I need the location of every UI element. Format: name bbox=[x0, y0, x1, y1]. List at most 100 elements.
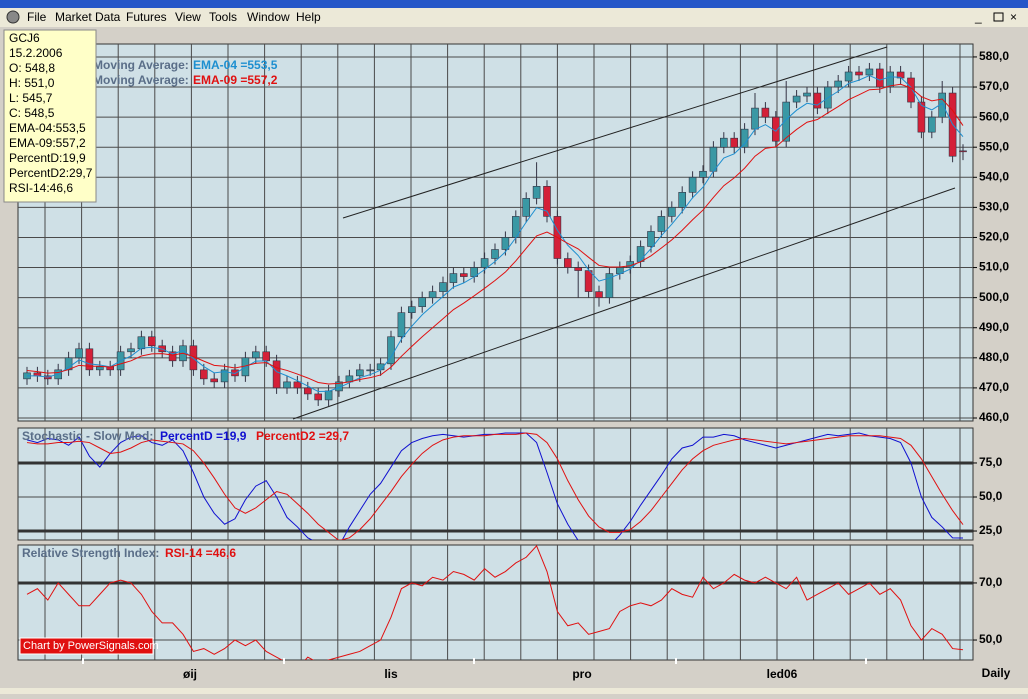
candle-body bbox=[501, 237, 510, 250]
y-tick-label: 460,0 bbox=[979, 410, 1009, 424]
legend-label: Moving Average: bbox=[93, 73, 189, 87]
axes: 460,0 470,0 480,0 490,0 500,0 510,0 520,0 530,0… bbox=[82, 49, 1011, 681]
series-line bbox=[26, 83, 964, 385]
info-line: O: 548,8 bbox=[9, 61, 55, 75]
candle-body bbox=[751, 107, 759, 130]
y-tick-label: 570,0 bbox=[979, 79, 1009, 93]
candle-body bbox=[678, 192, 687, 208]
y-tick-label: 75,0 bbox=[979, 455, 1003, 469]
candle-body bbox=[85, 348, 94, 371]
candle-body bbox=[875, 68, 884, 88]
credit-text[interactable]: Chart by PowerSignals.com bbox=[23, 640, 159, 652]
menu-item[interactable]: Window bbox=[247, 10, 290, 24]
candle-body bbox=[740, 128, 749, 148]
candle-body bbox=[397, 312, 406, 338]
candle-body bbox=[491, 249, 499, 259]
candle-body bbox=[407, 306, 416, 313]
candle-body bbox=[532, 186, 541, 199]
menu-item[interactable]: Help bbox=[296, 10, 321, 24]
menu-background bbox=[0, 8, 1028, 27]
menu-item[interactable]: Market Data bbox=[55, 10, 121, 24]
menu-item[interactable]: File bbox=[27, 10, 47, 24]
y-tick-label: 530,0 bbox=[979, 200, 1009, 214]
y-tick-label: 520,0 bbox=[979, 230, 1009, 244]
candle-body bbox=[855, 71, 863, 76]
candle-body bbox=[636, 246, 645, 262]
candle-body bbox=[886, 71, 895, 88]
candle-body bbox=[96, 366, 104, 371]
x-tick-label: lis bbox=[384, 667, 398, 681]
candle-body bbox=[75, 348, 83, 359]
candle-body bbox=[314, 393, 323, 401]
candle-body bbox=[719, 137, 728, 148]
candle-body bbox=[584, 270, 593, 292]
status-strip bbox=[0, 688, 1028, 694]
candle-body bbox=[761, 107, 770, 118]
info-line: PercentD:19,9 bbox=[9, 151, 86, 165]
x-tick-label: øij bbox=[183, 667, 197, 681]
y-tick-label: 70,0 bbox=[979, 575, 1003, 589]
panels: Moving Average: EMA-04 =553,5 Moving Avera… bbox=[17, 43, 974, 661]
menu-item[interactable]: Futures bbox=[126, 10, 167, 24]
legend-entry: PercentD =19,9 bbox=[160, 429, 247, 443]
series-line bbox=[27, 75, 964, 393]
candle-body bbox=[792, 95, 801, 103]
y-tick-label: 510,0 bbox=[979, 260, 1009, 274]
candle-body bbox=[148, 336, 156, 347]
candle-body bbox=[657, 216, 666, 232]
candle-body bbox=[324, 390, 333, 401]
candle-body bbox=[907, 77, 915, 103]
period-label: Daily bbox=[982, 666, 1011, 680]
channel-upper bbox=[342, 46, 888, 219]
menu-item[interactable]: View bbox=[175, 10, 201, 24]
info-line: PercentD2:29,7 bbox=[9, 166, 93, 180]
menu-item[interactable]: Tools bbox=[209, 10, 237, 24]
candle-body bbox=[459, 273, 468, 277]
candle-body bbox=[168, 351, 177, 362]
info-line: EMA-09:557,2 bbox=[9, 136, 86, 150]
info-line: H: 551,0 bbox=[9, 76, 55, 90]
credit-box[interactable] bbox=[19, 637, 154, 655]
legend-entry: RSI-14 =46,6 bbox=[165, 546, 236, 560]
candle-body bbox=[303, 387, 312, 395]
candle-body bbox=[730, 137, 739, 148]
candle-body bbox=[574, 267, 583, 271]
y-tick-label: 50,0 bbox=[979, 632, 1003, 646]
candle-body bbox=[366, 369, 375, 372]
panel: Moving Average: EMA-04 =553,5 Moving Avera… bbox=[17, 43, 974, 422]
panel-title: Relative Strength Index: bbox=[22, 546, 159, 560]
close-button[interactable]: × bbox=[1010, 10, 1017, 24]
candle-body bbox=[844, 71, 853, 82]
candle-body bbox=[480, 258, 489, 268]
candle-body bbox=[439, 282, 447, 292]
candle-body bbox=[688, 176, 697, 193]
y-tick-label: 540,0 bbox=[979, 169, 1009, 183]
candle-body bbox=[283, 381, 291, 389]
app-icon[interactable] bbox=[6, 10, 20, 24]
candle-body bbox=[200, 369, 208, 380]
candle-body bbox=[595, 291, 603, 298]
candle-body bbox=[563, 258, 572, 268]
restore-button[interactable] bbox=[993, 12, 1004, 22]
legend-entry: EMA-04 =553,5 bbox=[193, 58, 278, 72]
x-tick-label: led06 bbox=[767, 667, 798, 681]
info-line: 15.2.2006 bbox=[9, 46, 63, 60]
candle-body bbox=[252, 351, 260, 359]
minimize-button[interactable]: _ bbox=[974, 10, 982, 24]
trend-channel bbox=[292, 46, 956, 420]
info-line: RSI-14:46,6 bbox=[9, 181, 73, 195]
candle-body bbox=[782, 101, 791, 142]
y-tick-label: 550,0 bbox=[979, 139, 1009, 153]
info-line: C: 548,5 bbox=[9, 106, 55, 120]
plot-content bbox=[26, 545, 964, 660]
y-tick-label: 500,0 bbox=[979, 290, 1009, 304]
candle-body bbox=[543, 186, 551, 217]
candle-body bbox=[667, 207, 676, 217]
candle-body bbox=[293, 381, 302, 389]
credit[interactable]: Chart by PowerSignals.com bbox=[19, 637, 159, 655]
candle-body bbox=[418, 297, 427, 307]
candle-body bbox=[262, 351, 271, 362]
